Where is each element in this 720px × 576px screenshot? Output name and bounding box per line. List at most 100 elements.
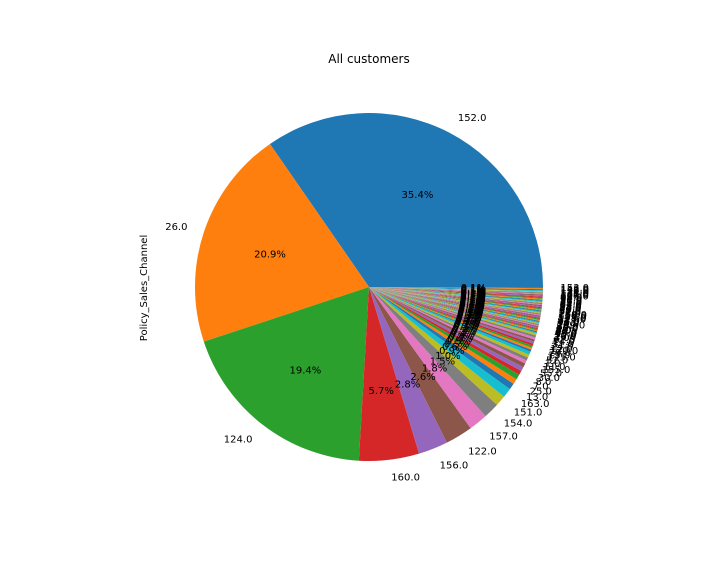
pie-slice-150.0: [369, 287, 542, 314]
pie-slice-61.0: [369, 287, 537, 336]
slice-label: 64.0: [560, 300, 582, 311]
pie-slice-88.0: [369, 287, 540, 324]
slice-percent-label: 0.1%: [459, 300, 484, 311]
pie-slice-4.0: [369, 287, 539, 328]
slice-percent-label: 0.1%: [460, 298, 485, 309]
slice-label: 44.0: [559, 304, 581, 315]
slice-label: 15.0: [548, 350, 570, 361]
slice-label: 131.0: [558, 312, 587, 323]
pie-slice-7.0: [369, 287, 520, 380]
pie-slice-124.0: [203, 287, 369, 461]
slice-label: 93.0: [557, 316, 579, 327]
slice-percent-label: 20.9%: [254, 249, 286, 260]
pie-slice-136.0: [369, 287, 543, 291]
pie-slice-107.0: [369, 287, 543, 295]
slice-label: 13.0: [526, 392, 548, 403]
slice-label: 52.0: [546, 355, 568, 366]
slice-percent-label: 0.1%: [460, 290, 485, 301]
slice-label: 113.0: [558, 315, 587, 326]
slice-label: 23.0: [559, 309, 581, 320]
slice-percent-label: 0.1%: [458, 306, 483, 317]
pie-slice-47.0: [369, 287, 541, 319]
slice-label: 58.0: [559, 302, 581, 313]
slice-percent-label: 0.1%: [457, 310, 482, 321]
pie-slice-24.0: [369, 287, 535, 342]
pie-slice-125.0: [369, 287, 532, 352]
slice-label: 31.0: [552, 339, 574, 350]
slice-label: 73.0: [560, 297, 582, 308]
slice-percent-label: 0.1%: [460, 296, 485, 307]
slice-label: 136.0: [560, 285, 589, 296]
slice-percent-label: 0.3%: [450, 328, 475, 339]
slice-percent-label: 0.1%: [461, 287, 486, 298]
pie-slice-29.0: [369, 287, 533, 348]
slice-percent-label: 0.1%: [460, 293, 485, 304]
slice-percent-label: 0.2%: [456, 313, 481, 324]
slice-percent-label: 35.4%: [402, 190, 434, 201]
slice-percent-label: 0.1%: [459, 303, 484, 314]
slice-percent-label: 0.5%: [444, 339, 469, 350]
pie-slice-151.0: [369, 287, 505, 405]
slice-percent-label: 0.9%: [439, 346, 464, 357]
pie-slice-154.0: [369, 287, 498, 417]
slice-label: 157.0: [489, 431, 518, 442]
pie-slice-25.0: [369, 287, 517, 384]
slice-label: 3.0: [554, 333, 570, 344]
pie-slice-120.0: [369, 287, 534, 346]
slice-percent-label: 0.1%: [458, 307, 483, 318]
slice-label: 94.0: [560, 294, 582, 305]
pie-slice-13.0: [369, 287, 514, 390]
slice-percent-label: 0.1%: [461, 283, 486, 294]
slice-percent-label: 0.1%: [460, 294, 485, 305]
slice-percent-label: 0.1%: [458, 306, 483, 317]
slice-percent-label: 2.8%: [395, 380, 420, 391]
slice-percent-label: 0.4%: [448, 332, 473, 343]
slice-percent-label: 0.1%: [460, 292, 485, 303]
slice-label: 153.0: [560, 283, 589, 294]
pie-slice-64.0: [369, 287, 543, 304]
slice-percent-label: 0.2%: [457, 311, 482, 322]
slice-percent-label: 0.1%: [458, 305, 483, 316]
pie-slice-8.0: [369, 287, 522, 375]
pie-slice-11.0: [369, 287, 529, 361]
slice-label: 8.0: [535, 377, 551, 388]
slice-label: 26.0: [165, 222, 187, 233]
slice-label: 63.0: [560, 301, 582, 312]
slice-percent-label: 0.1%: [459, 301, 484, 312]
pie-slice-30.0: [369, 287, 524, 372]
slice-label: 45.0: [555, 329, 577, 340]
slice-label: 19.0: [554, 331, 576, 342]
slice-label: 61.0: [553, 335, 575, 346]
pie-slice-42.0: [369, 287, 540, 325]
pie-slice-22.0: [369, 287, 540, 322]
pie-slice-16.0: [369, 287, 538, 333]
pie-slice-91.0: [369, 287, 543, 299]
slice-label: 35.0: [555, 330, 577, 341]
pie-slice-94.0: [369, 287, 543, 298]
pie-slice-26.0: [195, 143, 369, 342]
slice-percent-label: 0.2%: [455, 316, 480, 327]
slice-label: 54.0: [559, 303, 581, 314]
pie-slice-109.0: [369, 287, 540, 323]
slice-label: 156.0: [440, 460, 469, 471]
pie-slice-55.0: [369, 287, 526, 368]
slice-percent-label: 0.1%: [459, 301, 484, 312]
slice-label: 25.0: [530, 387, 552, 398]
pie-slice-54.0: [369, 287, 543, 307]
slice-label: 127.0: [560, 287, 589, 298]
slice-percent-label: 0.2%: [456, 312, 481, 323]
slice-label: 120.0: [550, 346, 579, 357]
pie-slice-36.0: [369, 287, 541, 320]
pie-slice-93.0: [369, 287, 541, 318]
slice-label: 106.0: [560, 291, 589, 302]
slice-percent-label: 0.3%: [453, 322, 478, 333]
slice-label: 24.0: [551, 342, 573, 353]
slice-percent-label: 0.2%: [455, 317, 480, 328]
slice-label: 124.0: [224, 434, 253, 445]
pie-percent-labels: 35.4%20.9%19.4%5.7%2.8%2.6%1.8%1.5%1.0%0…: [254, 190, 486, 397]
slice-percent-label: 1.8%: [422, 364, 447, 375]
pie-slice-163.0: [369, 287, 510, 397]
chart-title: All customers: [328, 52, 409, 66]
slice-percent-label: 0.2%: [454, 318, 479, 329]
